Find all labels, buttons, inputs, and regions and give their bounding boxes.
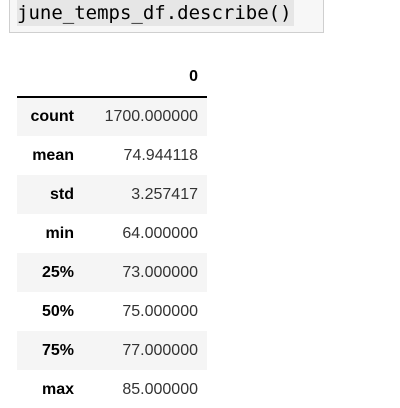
row-value: 74.944118 xyxy=(123,146,198,164)
table-row: max 85.000000 xyxy=(17,370,207,408)
row-label: count xyxy=(30,108,74,125)
table-row: 25% 73.000000 xyxy=(17,253,207,292)
index-header xyxy=(17,58,83,98)
row-label: mean xyxy=(32,146,74,164)
table-row: count 1700.000000 xyxy=(17,97,207,136)
table-row: std 3.257417 xyxy=(17,175,207,214)
describe-output-table: 0 count 1700.000000 mean 74.944118 std 3… xyxy=(17,58,207,408)
table-row: min 64.000000 xyxy=(17,214,207,253)
table-row: 75% 77.000000 xyxy=(17,331,207,370)
table-header-row: 0 xyxy=(17,58,207,98)
row-value: 3.257417 xyxy=(131,185,198,203)
column-header: 0 xyxy=(83,58,207,98)
code-cell-source[interactable]: june_temps_df.describe() xyxy=(17,0,294,26)
row-label: std xyxy=(50,185,74,203)
row-label: min xyxy=(45,224,74,242)
table-row: 50% 75.000000 xyxy=(17,292,207,331)
row-value: 77.000000 xyxy=(122,341,198,359)
row-value: 64.000000 xyxy=(122,224,198,242)
code-cell[interactable]: june_temps_df.describe() xyxy=(9,0,324,33)
row-label: 75% xyxy=(41,341,74,359)
table-row: mean 74.944118 xyxy=(17,136,207,175)
row-label: 50% xyxy=(41,302,74,320)
row-label: 25% xyxy=(41,263,74,281)
row-value: 1700.000000 xyxy=(104,108,198,125)
row-value: 73.000000 xyxy=(122,263,198,281)
row-value: 75.000000 xyxy=(122,302,198,320)
row-label: max xyxy=(41,380,74,398)
row-value: 85.000000 xyxy=(122,380,198,398)
